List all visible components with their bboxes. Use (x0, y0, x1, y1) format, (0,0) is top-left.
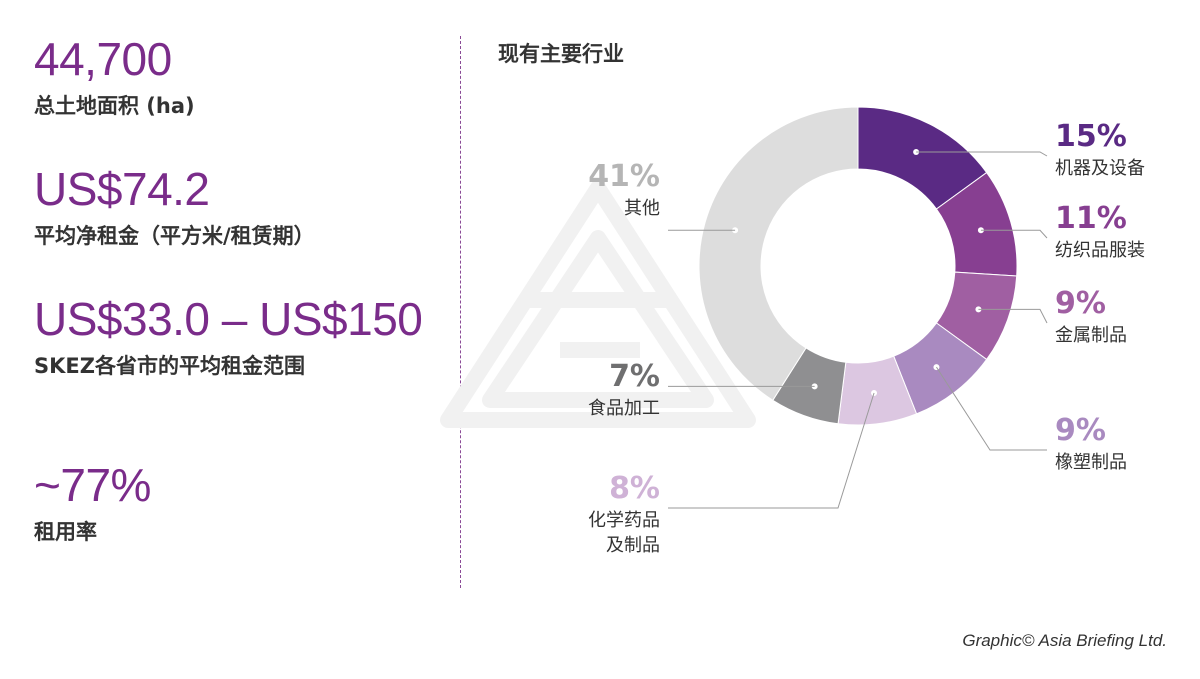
slices (698, 106, 1018, 426)
stat-value: ~77% (34, 459, 151, 511)
callout-line (668, 392, 875, 509)
divider (460, 36, 461, 588)
credit: Graphic© Asia Briefing Ltd. (962, 631, 1167, 650)
watermark-logo (440, 180, 756, 428)
stat-label: SKEZ各省市的平均租金范围 (34, 354, 305, 378)
category-label: 其他 (624, 198, 660, 219)
percent-label: 11% (1055, 201, 1127, 236)
stat-label: 总土地面积 (ha) (34, 94, 195, 118)
percent-label: 7% (609, 359, 660, 394)
callout-line (978, 308, 1048, 324)
category-label: 及制品 (606, 535, 660, 556)
callout-line (916, 151, 1048, 157)
stat-value: US$74.2 (34, 163, 210, 215)
chart-title: 现有主要行业 (498, 42, 624, 66)
callout-line (980, 229, 1048, 239)
stat-label: 平均净租金（平方米/租赁期） (34, 224, 315, 248)
stat-label: 租用率 (34, 520, 97, 544)
stat-value: US$33.0 – US$150 (34, 293, 423, 345)
category-label: 机器及设备 (1055, 158, 1145, 179)
category-label: 金属制品 (1055, 325, 1127, 346)
slice-其他 (698, 106, 859, 401)
category-label: 纺织品服装 (1055, 240, 1145, 261)
callout-line (936, 366, 1047, 451)
percent-label: 9% (1055, 286, 1106, 321)
percent-label: 8% (609, 471, 660, 506)
percent-label: 9% (1055, 413, 1106, 448)
stat-occupancy: ~77% 租用率 (34, 462, 151, 546)
stat-total-land: 44,700 总土地面积 (ha) (34, 36, 195, 120)
stat-rent-range: US$33.0 – US$150 SKEZ各省市的平均租金范围 (34, 293, 423, 380)
category-label: 化学药品 (588, 510, 660, 531)
stat-value: 44,700 (34, 33, 172, 85)
category-label: 食品加工 (588, 398, 660, 419)
percent-label: 41% (588, 159, 660, 194)
category-label: 橡塑制品 (1055, 452, 1127, 473)
stat-average-rent: US$74.2 平均净租金（平方米/租赁期） (34, 166, 315, 250)
percent-label: 15% (1055, 119, 1127, 154)
